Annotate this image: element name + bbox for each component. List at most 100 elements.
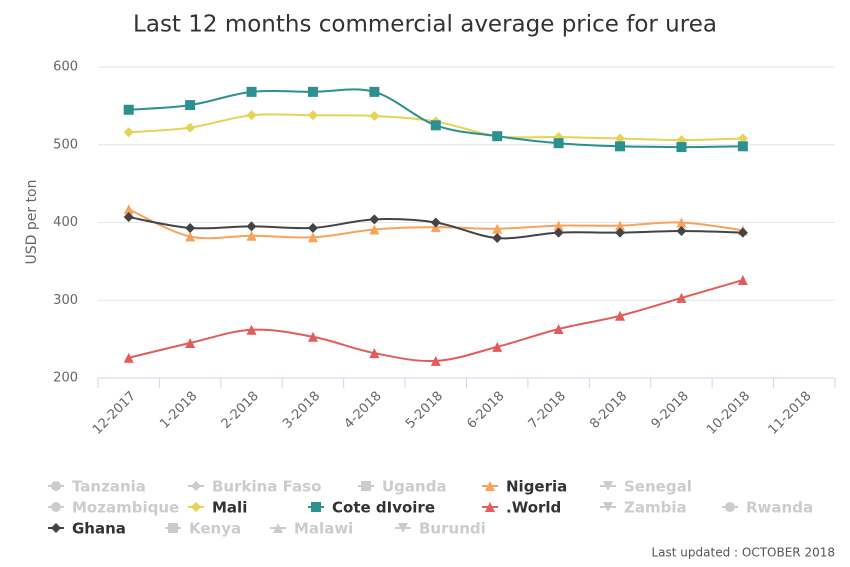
marker (615, 227, 626, 238)
marker (615, 141, 626, 152)
legend-label: Burundi (419, 520, 486, 538)
marker (553, 324, 564, 335)
legend-marker (725, 502, 735, 512)
marker (492, 131, 503, 142)
y-tick-label: 500 (53, 137, 78, 152)
marker (369, 86, 380, 97)
marker (123, 104, 134, 115)
x-tick-label: 10-2018 (704, 389, 753, 438)
chart-title: Last 12 months commercial average price … (133, 12, 717, 38)
marker (246, 230, 257, 241)
footer: Last updated : OCTOBER 2018 (652, 546, 836, 560)
legend-marker (398, 523, 408, 533)
marker (123, 212, 134, 223)
legend-label: Burkina Faso (212, 478, 321, 496)
x-tick-label: 4-2018 (342, 389, 385, 432)
x-tick-label: 3-2018 (280, 389, 323, 432)
legend-label: Zambia (624, 499, 687, 517)
marker (737, 133, 748, 144)
x-tick-label: 7-2018 (526, 389, 569, 432)
legend-label: .World (506, 499, 561, 517)
marker (246, 324, 257, 335)
legend-label: Nigeria (506, 478, 567, 496)
x-tick-label: 1-2018 (157, 389, 200, 432)
legend-label: Uganda (382, 478, 447, 496)
legend-marker (603, 481, 613, 491)
legend-label: Rwanda (746, 499, 813, 517)
legend-label: Mali (212, 499, 247, 517)
legend-marker (51, 481, 61, 491)
legend-marker (485, 481, 495, 491)
y-tick-label: 400 (53, 215, 78, 230)
marker (553, 220, 564, 231)
marker (737, 275, 748, 286)
legend-label: Senegal (624, 478, 692, 496)
y-axis-label: USD per ton (24, 180, 40, 265)
marker (615, 220, 626, 231)
marker (737, 141, 748, 152)
marker (737, 227, 748, 238)
marker (246, 86, 257, 97)
marker (123, 127, 134, 138)
marker (307, 110, 318, 121)
marker (185, 222, 196, 233)
marker (430, 355, 441, 366)
marker (676, 292, 687, 303)
legend-label: Tanzania (72, 478, 146, 496)
x-tick-label: 2-2018 (219, 389, 262, 432)
legend-label: Cote dIvoire (332, 499, 435, 517)
marker (123, 204, 134, 215)
legend-label: Mozambique (72, 499, 179, 517)
legend-marker (361, 481, 371, 491)
legend-marker (51, 523, 61, 533)
legend-label: Malawi (294, 520, 353, 538)
marker (492, 223, 503, 234)
marker (615, 133, 626, 144)
legend-marker (273, 523, 283, 533)
marker (676, 226, 687, 237)
marker (185, 122, 196, 133)
marker (369, 110, 380, 121)
legend-marker (51, 502, 61, 512)
marker (185, 338, 196, 349)
marker (307, 222, 318, 233)
legend-label: Ghana (72, 520, 126, 538)
x-tick-label: 12-2017 (90, 389, 139, 438)
x-tick-label: 6-2018 (464, 389, 507, 432)
legend-marker (311, 502, 321, 512)
marker (307, 232, 318, 243)
y-tick-label: 600 (53, 60, 78, 75)
marker (553, 227, 564, 238)
marker (369, 214, 380, 225)
marker (185, 231, 196, 242)
marker (676, 142, 687, 153)
marker (185, 100, 196, 111)
marker (430, 217, 441, 228)
legend-marker (603, 502, 613, 512)
marker (369, 348, 380, 359)
x-tick-label: 5-2018 (403, 389, 446, 432)
marker (369, 224, 380, 235)
legend-marker (191, 502, 201, 512)
legend-marker (191, 481, 201, 491)
x-tick-label: 11-2018 (766, 389, 815, 438)
legend-label: Kenya (189, 520, 241, 538)
marker (307, 86, 318, 97)
marker (123, 352, 134, 363)
y-tick-label: 200 (53, 371, 78, 386)
marker (430, 120, 441, 131)
x-tick-label: 9-2018 (649, 389, 692, 432)
marker (246, 221, 257, 232)
x-tick-label: 8-2018 (587, 389, 630, 432)
marker (492, 233, 503, 244)
marker (492, 341, 503, 352)
y-tick-label: 300 (53, 293, 78, 308)
marker (307, 331, 318, 342)
marker (615, 310, 626, 321)
marker (676, 217, 687, 228)
series-line (128, 279, 744, 363)
legend-marker (168, 523, 178, 533)
legend-marker (485, 502, 495, 512)
marker (246, 110, 257, 121)
